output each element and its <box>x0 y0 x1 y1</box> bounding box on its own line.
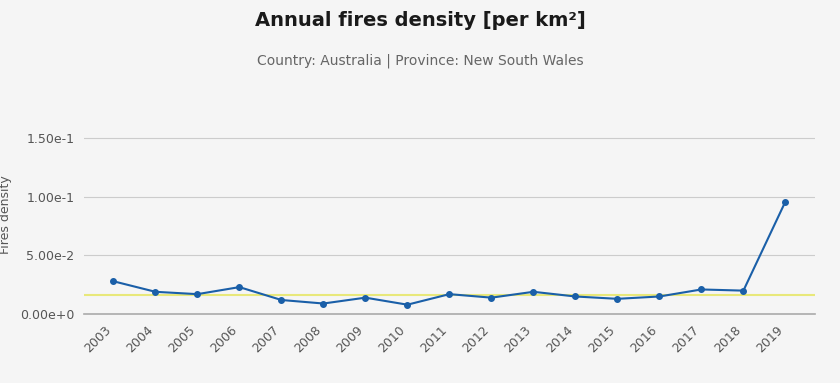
Text: Annual fires density [per km²]: Annual fires density [per km²] <box>255 11 585 31</box>
Y-axis label: Fires density: Fires density <box>0 175 12 254</box>
Text: Country: Australia | Province: New South Wales: Country: Australia | Province: New South… <box>257 54 583 68</box>
